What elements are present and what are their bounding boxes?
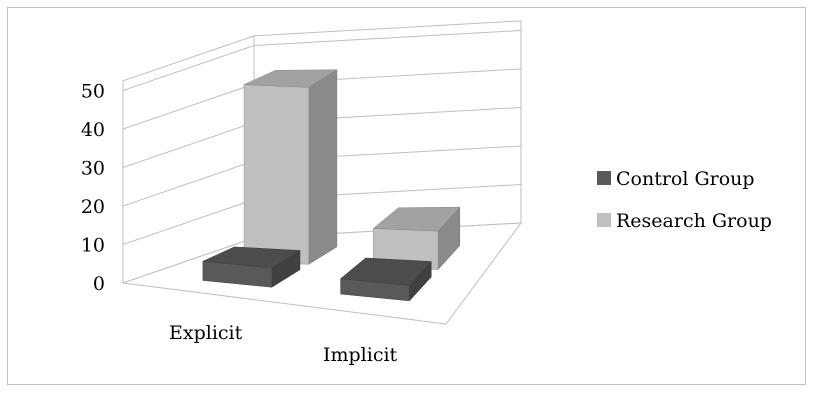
legend-swatch [597,171,611,185]
legend-label: Control Group [616,168,755,190]
bar-control-group-implicit [339,257,432,302]
legend-swatch [597,213,611,227]
bar-research-group-explicit-side [308,69,338,265]
y-tick-label: 10 [81,235,105,257]
legend-label: Research Group [616,210,772,232]
chart-svg: 0 10 20 30 40 50 Explicit Implicit Control Gro… [81,20,772,366]
bar-control-group-implicit-top [339,257,432,286]
y-tick-labels: 0 10 20 30 40 50 [81,81,105,296]
y-tick-label: 40 [81,119,105,141]
x-category-label: Implicit [323,344,398,366]
gridline [122,30,522,91]
x-category-label: Explicit [169,322,243,344]
bar-research-group-implicit-top [372,206,461,232]
x-category-labels: Explicit Implicit [169,322,398,366]
bars [201,69,461,302]
bar-control-group-explicit [201,246,301,288]
bar-research-group-explicit-front [243,84,309,265]
legend: Control Group Research Group [597,168,772,232]
bar-research-group-explicit [243,69,338,265]
chart-frame: 0 10 20 30 40 50 Explicit Implicit Control Gro… [7,7,806,385]
bar-research-group-explicit-top [243,69,338,88]
bar-control-group-explicit-top [201,246,301,269]
y-tick-label: 20 [81,196,105,218]
y-tick-label: 50 [81,81,105,103]
y-tick-label: 30 [81,158,105,180]
y-tick-label: 0 [93,273,105,295]
